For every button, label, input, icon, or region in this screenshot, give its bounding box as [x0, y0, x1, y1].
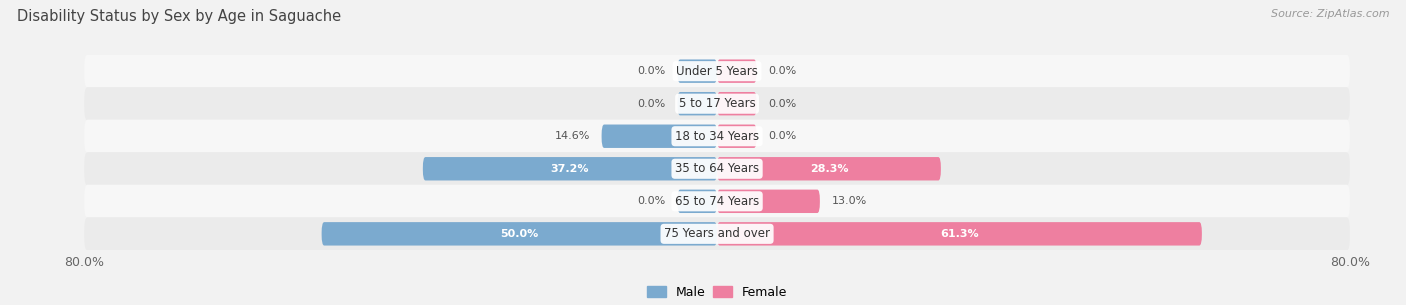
FancyBboxPatch shape [678, 190, 717, 213]
FancyBboxPatch shape [678, 59, 717, 83]
Text: 0.0%: 0.0% [769, 99, 797, 109]
FancyBboxPatch shape [602, 124, 717, 148]
FancyBboxPatch shape [678, 92, 717, 115]
FancyBboxPatch shape [84, 120, 1350, 153]
FancyBboxPatch shape [717, 222, 1202, 246]
Text: 61.3%: 61.3% [941, 229, 979, 239]
Text: 0.0%: 0.0% [637, 66, 665, 76]
Text: 13.0%: 13.0% [832, 196, 868, 206]
FancyBboxPatch shape [322, 222, 717, 246]
Text: Disability Status by Sex by Age in Saguache: Disability Status by Sex by Age in Sagua… [17, 9, 342, 24]
Text: 0.0%: 0.0% [769, 131, 797, 141]
FancyBboxPatch shape [84, 185, 1350, 218]
FancyBboxPatch shape [717, 92, 756, 115]
FancyBboxPatch shape [717, 190, 820, 213]
FancyBboxPatch shape [423, 157, 717, 181]
Text: 18 to 34 Years: 18 to 34 Years [675, 130, 759, 143]
FancyBboxPatch shape [84, 217, 1350, 250]
FancyBboxPatch shape [717, 59, 756, 83]
Text: 0.0%: 0.0% [637, 99, 665, 109]
Legend: Male, Female: Male, Female [647, 285, 787, 299]
Text: 50.0%: 50.0% [501, 229, 538, 239]
Text: 75 Years and over: 75 Years and over [664, 227, 770, 240]
Text: 0.0%: 0.0% [637, 196, 665, 206]
FancyBboxPatch shape [84, 55, 1350, 88]
Text: Source: ZipAtlas.com: Source: ZipAtlas.com [1271, 9, 1389, 19]
Text: Under 5 Years: Under 5 Years [676, 65, 758, 78]
Text: 14.6%: 14.6% [554, 131, 589, 141]
Text: 65 to 74 Years: 65 to 74 Years [675, 195, 759, 208]
Text: 0.0%: 0.0% [769, 66, 797, 76]
Text: 35 to 64 Years: 35 to 64 Years [675, 162, 759, 175]
FancyBboxPatch shape [84, 87, 1350, 120]
Text: 5 to 17 Years: 5 to 17 Years [679, 97, 755, 110]
Text: 28.3%: 28.3% [810, 164, 848, 174]
FancyBboxPatch shape [717, 124, 756, 148]
FancyBboxPatch shape [84, 152, 1350, 185]
Text: 37.2%: 37.2% [551, 164, 589, 174]
FancyBboxPatch shape [717, 157, 941, 181]
